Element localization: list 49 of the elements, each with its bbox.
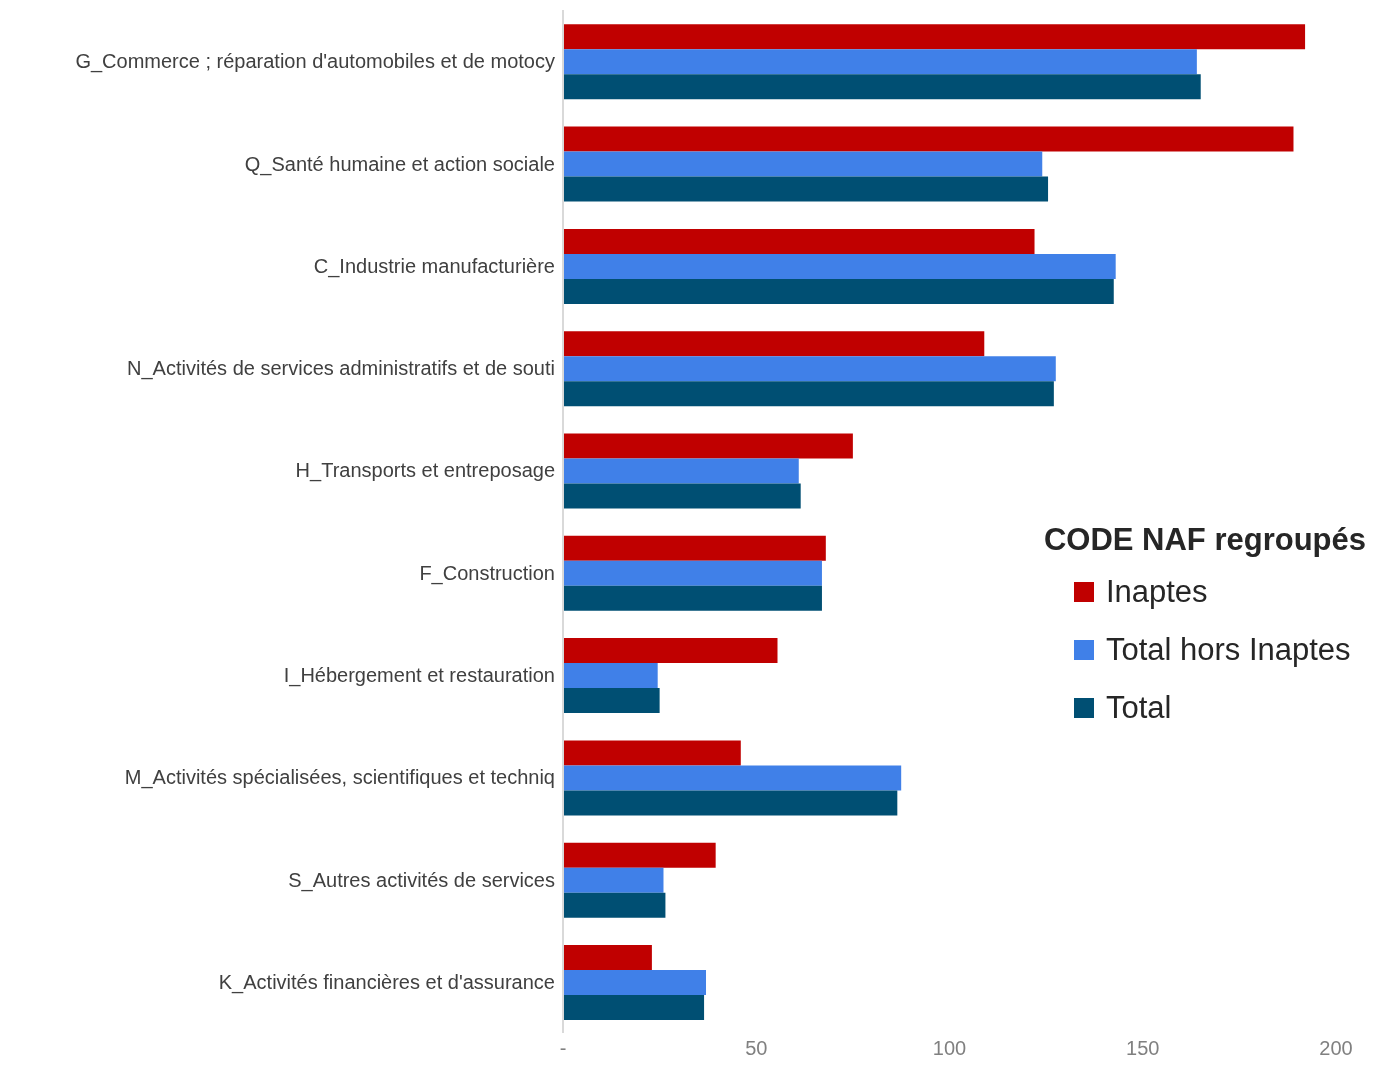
bar: [563, 892, 666, 918]
bar: [563, 331, 985, 357]
bar: [563, 228, 1035, 254]
bar: [563, 995, 705, 1021]
bar: [563, 970, 707, 996]
y-tick-label: G_Commerce ; réparation d'automobiles et de motocy: [75, 50, 555, 74]
bar: [563, 560, 822, 586]
bar: [563, 663, 658, 689]
bar: [563, 176, 1049, 202]
bar: [563, 740, 741, 766]
y-tick-label: H_Transports et entreposage: [295, 459, 555, 483]
y-tick-label: F_Construction: [419, 561, 555, 585]
bar: [563, 356, 1056, 382]
bar: [563, 688, 660, 714]
bar: [563, 638, 778, 664]
bar: [563, 151, 1043, 177]
x-tick-label: 50: [745, 1037, 768, 1060]
y-tick-label: M_Activités spécialisées, scientifiques et techniq: [124, 766, 555, 790]
legend-title: CODE NAF regroupés: [1043, 522, 1366, 558]
y-tick-label: N_Activités de services administratifs et de souti: [127, 357, 555, 381]
bar: [563, 74, 1201, 100]
bar: [563, 483, 801, 509]
x-tick-label: 200: [1319, 1037, 1353, 1060]
bar: [563, 842, 716, 868]
legend-label: Total: [1105, 690, 1172, 726]
bar: [563, 945, 652, 971]
legend-label: Inaptes: [1105, 574, 1208, 610]
bar: [563, 433, 853, 459]
bar: [563, 49, 1197, 75]
bar: [563, 790, 898, 816]
y-tick-label: I_Hébergement et restauration: [283, 664, 555, 688]
bar: [563, 381, 1054, 407]
bar: [563, 253, 1116, 279]
y-tick-label: C_Industrie manufacturière: [313, 254, 555, 278]
legend-label: Total hors Inaptes: [1105, 632, 1351, 668]
y-tick-label: K_Activités financières et d'assurance: [218, 970, 555, 994]
bar: [563, 278, 1114, 304]
x-tick-label: 150: [1126, 1037, 1160, 1060]
bar: [563, 24, 1306, 50]
bar: [563, 585, 822, 611]
bar: [563, 867, 664, 893]
bar: [563, 535, 826, 561]
bar: [563, 765, 902, 791]
y-tick-label: S_Autres activités de services: [288, 868, 555, 892]
y-tick-label: Q_Santé humaine et action sociale: [244, 152, 555, 176]
x-tick-label: -: [559, 1037, 567, 1060]
x-tick-label: 100: [932, 1037, 967, 1060]
bar: [563, 458, 799, 484]
bar: [563, 126, 1294, 152]
